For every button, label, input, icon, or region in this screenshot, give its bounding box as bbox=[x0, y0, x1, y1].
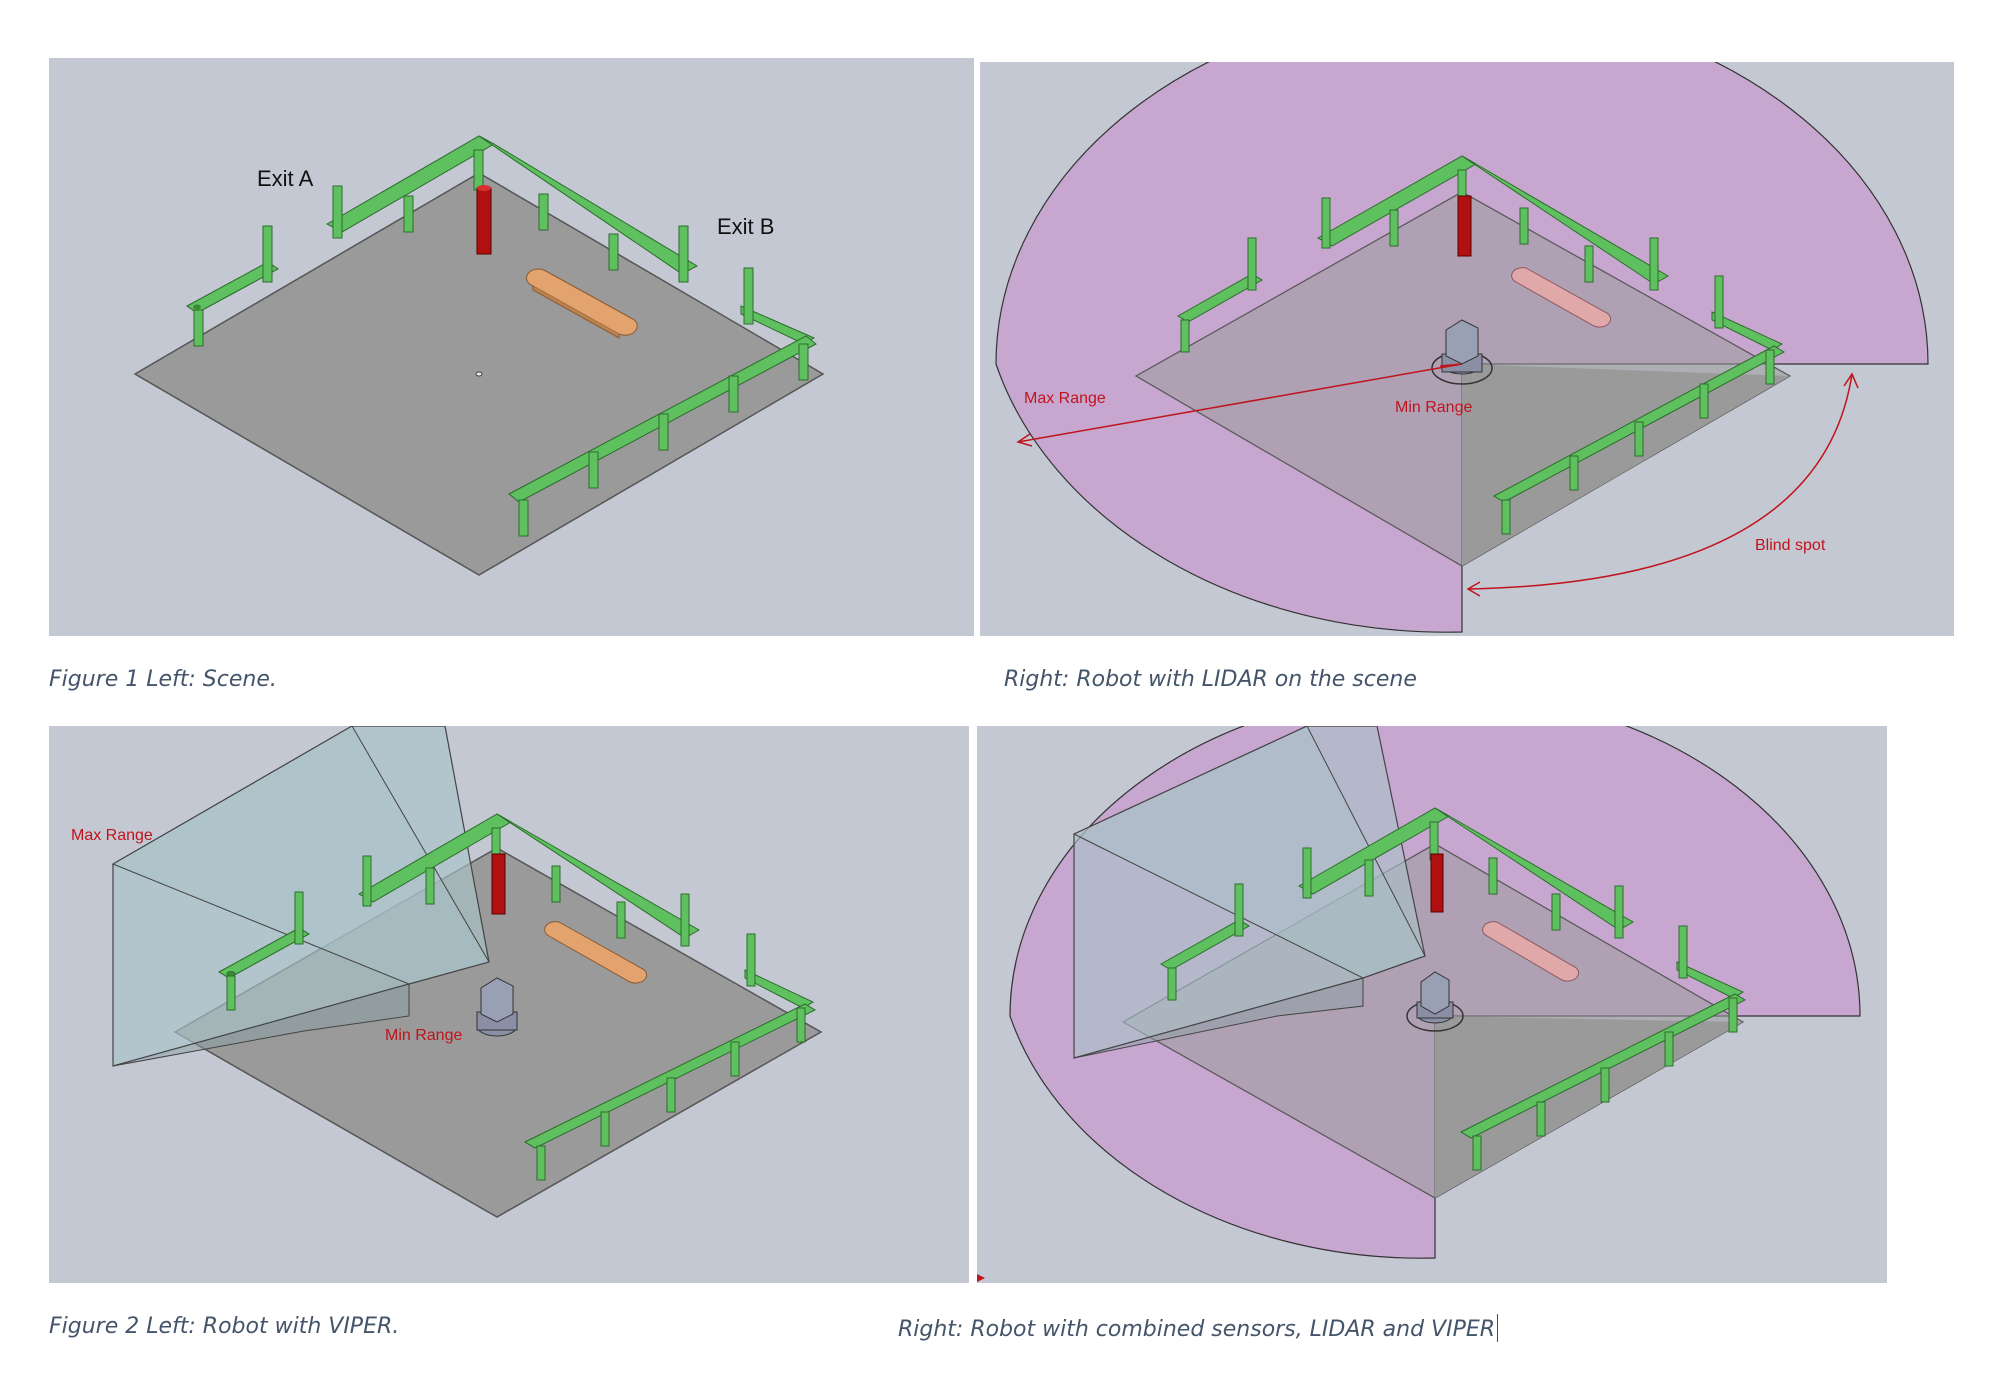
lidar-blind-spot-area bbox=[1435, 1016, 1743, 1198]
lidar-blind-spot-arc bbox=[1467, 373, 1853, 590]
figure2-left-caption: Figure 2 Left: Robot with VIPER. bbox=[49, 1314, 400, 1339]
lidar-blind-spot-area bbox=[1462, 364, 1790, 566]
bench bbox=[1511, 267, 1612, 328]
lidar-blind-spot-label: Blind spot bbox=[1755, 537, 1826, 554]
lidar-panel: Max Range Min Range Blind spot bbox=[980, 62, 1954, 636]
text-cursor bbox=[1497, 1314, 1499, 1342]
red-post bbox=[1430, 853, 1444, 913]
red-post bbox=[1457, 195, 1472, 257]
red-post bbox=[491, 853, 506, 915]
red-post bbox=[476, 185, 492, 255]
fences bbox=[1177, 155, 1786, 535]
robot bbox=[1406, 971, 1464, 1032]
figure2-right-caption-wrap: Right: Robot with combined sensors, LIDA… bbox=[898, 1314, 1499, 1342]
lidar-max-range-arrow bbox=[1017, 363, 1463, 443]
fences bbox=[1160, 807, 1747, 1171]
exit-a-label: Exit A bbox=[257, 166, 314, 191]
viper-range-zone bbox=[1072, 726, 1426, 1059]
bench bbox=[1482, 921, 1580, 982]
lidar-max-range-label: Max Range bbox=[1024, 390, 1106, 407]
floor-marker bbox=[475, 371, 483, 377]
exit-b-label: Exit B bbox=[717, 214, 774, 239]
scene-panel: Exit A Exit B bbox=[49, 58, 974, 636]
bench bbox=[526, 268, 638, 339]
fence-back-right bbox=[478, 135, 699, 283]
figure1-right-caption: Right: Robot with LIDAR on the scene bbox=[1004, 667, 1417, 692]
lidar-min-range-arrow bbox=[1439, 363, 1463, 367]
viper-min-range-label: Min Range bbox=[385, 1027, 462, 1044]
figure2-right-caption: Right: Robot with combined sensors, LIDA… bbox=[898, 1317, 1496, 1342]
viper-max-range-label: Max Range bbox=[71, 827, 153, 844]
bench bbox=[544, 921, 648, 984]
fence-right bbox=[508, 267, 817, 537]
robot bbox=[476, 977, 518, 1037]
figure1-left-caption: Figure 1 Left: Scene. bbox=[49, 667, 277, 692]
combined-panel bbox=[977, 726, 1887, 1283]
lidar-min-range-label: Min Range bbox=[1395, 399, 1472, 416]
fence-left bbox=[186, 225, 279, 347]
fences bbox=[217, 813, 817, 1181]
viper-panel: Max Range Min Range bbox=[49, 726, 969, 1283]
